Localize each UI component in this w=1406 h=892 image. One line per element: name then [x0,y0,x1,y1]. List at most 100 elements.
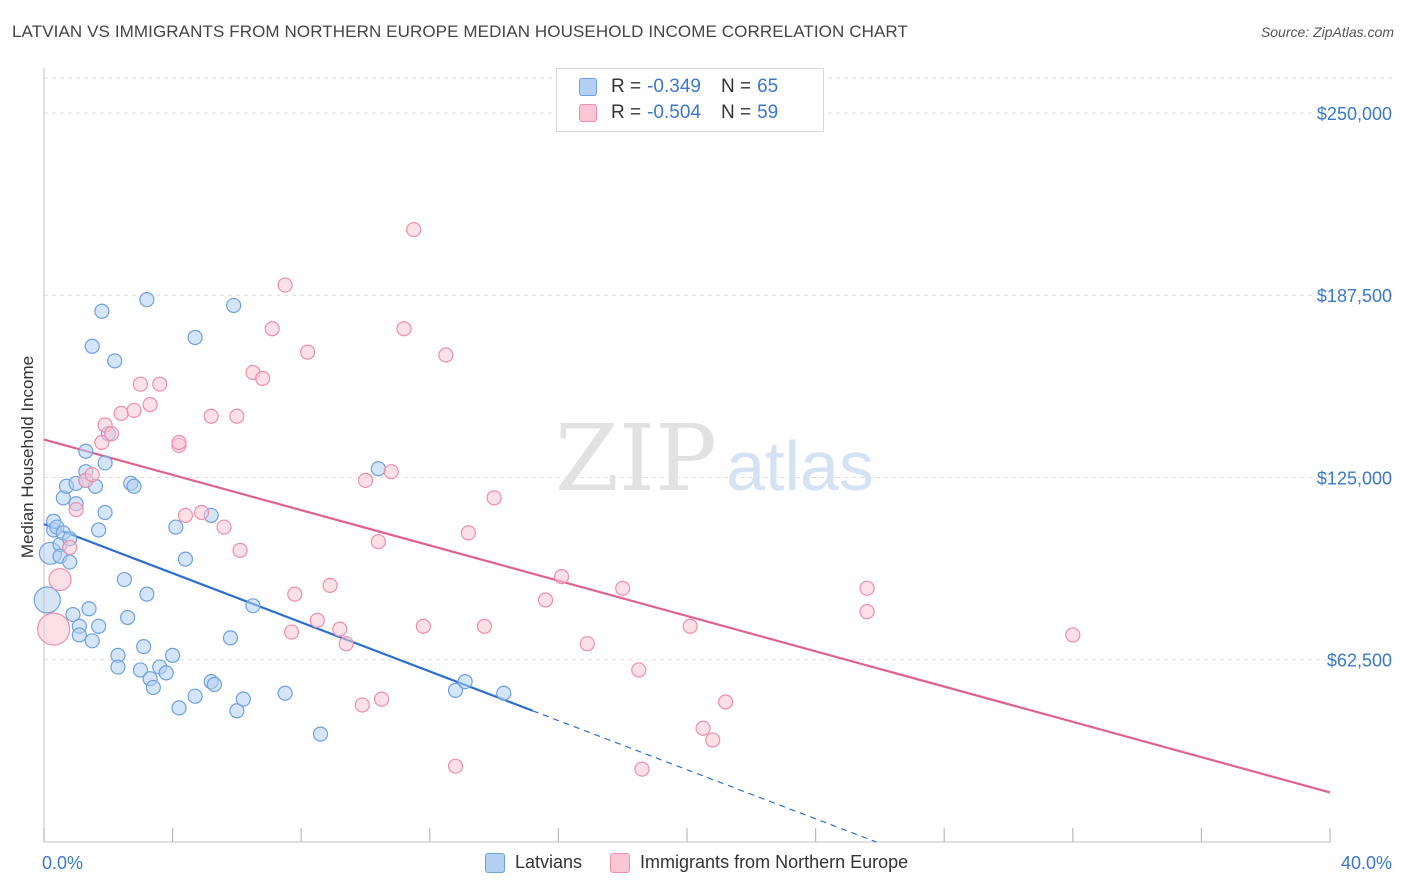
data-point-northern-europe [354,697,370,713]
series-legend: Latvians Immigrants from Northern Europe [485,852,936,873]
data-point-latvians [107,353,123,369]
legend-r-label: R = [611,76,642,97]
data-point-latvians [97,455,113,471]
data-point-latvians [229,703,245,719]
data-point-latvians [78,443,94,459]
data-point-northern-europe [415,618,431,634]
data-point-latvians [496,685,512,701]
legend-n-value: 65 [757,76,779,97]
data-point-northern-europe [859,604,875,620]
data-point-latvians [158,665,174,681]
legend-item-northern-europe[interactable]: Immigrants from Northern Europe [610,852,908,873]
data-point-northern-europe [48,567,72,592]
trend-line-latvians [43,523,534,712]
data-point-latvians [136,639,152,655]
axes [43,68,1331,843]
data-point-latvians [81,601,97,617]
legend-label-latvians: Latvians [515,852,583,872]
data-point-latvians [370,461,386,477]
data-point-latvians [65,606,81,623]
data-point-latvians [139,586,155,602]
source-credit: Source: ZipAtlas.com [1260,24,1394,40]
data-point-northern-europe [383,464,399,480]
data-point-latvians [447,682,464,698]
legend-r-value: -0.349 [647,76,701,97]
data-point-latvians [171,700,187,716]
data-point-northern-europe [177,507,194,524]
data-point-northern-europe [682,618,698,634]
data-point-northern-europe [615,580,631,596]
data-point-northern-europe [94,434,110,451]
data-point-northern-europe [1065,627,1081,643]
x-tick-label: 40.0% [1341,853,1392,873]
data-point-latvians [226,297,242,314]
data-point-latvians [84,338,100,354]
data-point-latvians [97,504,113,521]
legend-n-label: N = [720,102,752,123]
data-point-northern-europe [554,569,570,585]
y-axis-label: Median Household Income [18,355,37,559]
data-point-latvians [145,679,161,696]
data-point-latvians [312,726,329,742]
data-point-latvians [132,662,149,678]
data-point-northern-europe [717,694,734,710]
legend-item-latvians[interactable]: Latvians [485,852,582,873]
data-point-northern-europe [373,691,390,707]
data-point-northern-europe [486,490,502,506]
data-point-northern-europe [859,580,875,596]
data-point-northern-europe [537,592,554,608]
data-point-northern-europe [232,542,248,558]
data-point-northern-europe [264,321,280,337]
data-point-latvians [245,598,261,614]
chart-title: LATVIAN VS IMMIGRANTS FROM NORTHERN EURO… [12,22,908,41]
y-tick-label: $125,000 [1317,468,1392,488]
data-point-northern-europe [705,732,721,748]
data-point-northern-europe [287,586,303,602]
data-point-northern-europe [62,539,78,556]
data-point-latvians [187,688,203,704]
data-points [33,222,1081,777]
legend-r-value: -0.504 [647,102,701,123]
data-point-northern-europe [406,222,422,238]
data-point-latvians [206,676,222,693]
legend-label-northern-europe: Immigrants from Northern Europe [640,852,909,872]
y-tick-label: $187,500 [1317,286,1392,306]
data-point-latvians [177,551,194,567]
tick-labels: $62,500 $125,000 $187,500 $250,000 0.0% 40.0% [42,104,1392,873]
data-point-northern-europe [634,761,650,777]
y-tick-label: $62,500 [1327,651,1392,671]
data-point-northern-europe [152,376,168,392]
data-point-latvians [119,609,136,626]
data-point-latvians [116,571,132,588]
data-point-latvians [62,554,78,570]
data-point-latvians [91,618,107,634]
trend-lines [43,438,1331,843]
legend-swatch-blue [579,78,597,96]
data-point-latvians [71,627,87,643]
data-point-northern-europe [37,612,71,646]
data-point-northern-europe [142,396,158,413]
data-point-northern-europe [203,408,219,424]
data-point-latvians [277,685,293,701]
data-point-northern-europe [283,624,300,640]
data-point-northern-europe [255,370,271,386]
data-point-northern-europe [631,662,647,678]
data-point-northern-europe [171,434,187,451]
legend-swatch-blue [485,852,505,873]
data-point-northern-europe [332,621,348,637]
data-point-northern-europe [103,426,120,442]
data-point-northern-europe [396,321,412,337]
data-point-latvians [84,633,100,649]
correlation-legend: R = -0.349 N = 65 R = -0.504 N = 59 [556,68,824,132]
data-point-northern-europe [193,504,210,521]
data-point-latvians [187,329,203,346]
data-point-northern-europe [460,525,476,541]
data-point-latvians [165,647,181,663]
legend-row-latvians: R = -0.349 N = 65 [579,74,778,100]
legend-r-label: R = [611,102,642,123]
data-point-latvians [222,630,239,646]
data-point-northern-europe [438,347,454,363]
data-point-northern-europe [309,612,325,628]
data-point-northern-europe [579,636,595,652]
